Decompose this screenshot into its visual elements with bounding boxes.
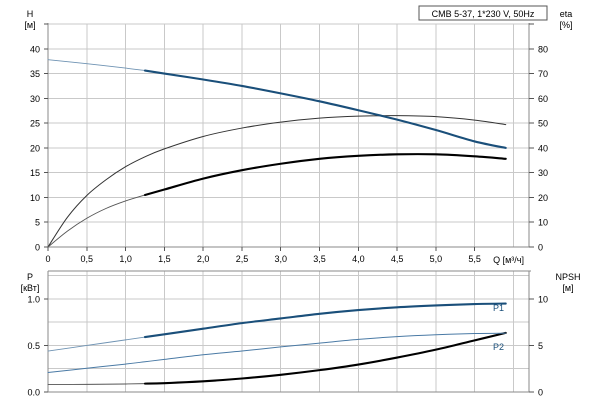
upper-left-tick-label: 5	[35, 218, 40, 228]
lower-left-axis-unit: [кВт]	[21, 283, 40, 293]
upper-left-tick-label: 20	[30, 143, 40, 153]
x-axis-title: Q [м³/ч]	[493, 255, 524, 265]
chart-title: CMB 5-37, 1*230 V, 50Hz	[432, 9, 535, 19]
upper-right-tick-label: 30	[538, 168, 548, 178]
x-axis-tick-label: 5,5	[468, 254, 481, 264]
p1-curve	[143, 302, 507, 339]
p1-curve-light	[47, 336, 146, 352]
x-axis-tick-label: 2,5	[236, 254, 249, 264]
lower-left-tick-label: 1.0	[27, 294, 40, 304]
upper-left-axis-unit: [м]	[24, 20, 35, 30]
upper-right-tick-label: 10	[538, 218, 548, 228]
x-axis-tick-label: 1,5	[158, 254, 171, 264]
p1-curve-label: P1	[493, 303, 504, 313]
upper-left-tick-label: 25	[30, 119, 40, 129]
eta-overall-curve	[143, 153, 507, 197]
lower-right-tick-label: 5	[538, 341, 543, 351]
upper-right-axis-title: eta	[560, 9, 573, 19]
p2-curve-label: P2	[493, 342, 504, 352]
upper-right-tick-label: 40	[538, 143, 548, 153]
lower-right-tick-label: 10	[538, 294, 548, 304]
p2-curve	[47, 332, 507, 373]
x-axis-tick-label: 0	[45, 254, 50, 264]
lower-right-axis-unit: [м]	[562, 283, 573, 293]
lower-right-axis-title: NPSH	[555, 272, 580, 282]
upper-right-tick-label: 60	[538, 94, 548, 104]
upper-right-tick-label: 0	[538, 243, 543, 253]
upper-left-tick-label: 15	[30, 168, 40, 178]
upper-right-tick-label: 50	[538, 119, 548, 129]
upper-right-tick-label: 80	[538, 44, 548, 54]
eta-overall-curve-light	[47, 194, 146, 248]
lower-left-axis-title: P	[27, 272, 33, 282]
x-axis-tick-label: 3,0	[274, 254, 287, 264]
upper-left-tick-label: 35	[30, 69, 40, 79]
x-axis-tick-label: 2,0	[197, 254, 210, 264]
x-axis-tick-label: 4,0	[352, 254, 365, 264]
upper-right-axis-unit: [%]	[559, 20, 572, 30]
lower-right-tick-label: 0	[538, 388, 543, 398]
x-axis-tick-label: 4,5	[391, 254, 404, 264]
lower-left-tick-label: 0.0	[27, 388, 40, 398]
head-curve	[143, 69, 507, 149]
npsh-curve	[143, 331, 507, 385]
upper-right-tick-label: 20	[538, 193, 548, 203]
chart-title-box	[418, 5, 548, 21]
upper-left-tick-label: 30	[30, 94, 40, 104]
eta-pump-curve	[47, 115, 507, 248]
x-axis-tick-label: 0,5	[81, 254, 94, 264]
upper-left-tick-label: 10	[30, 193, 40, 203]
upper-right-tick-label: 70	[538, 69, 548, 79]
x-axis-tick-label: 3,5	[313, 254, 326, 264]
lower-left-tick-label: 0.5	[27, 341, 40, 351]
upper-left-tick-label: 0	[35, 243, 40, 253]
x-axis-tick-label: 5,0	[430, 254, 443, 264]
upper-left-axis-title: H	[27, 9, 34, 19]
upper-left-tick-label: 40	[30, 44, 40, 54]
head-curve-light	[47, 59, 146, 72]
x-axis-tick-label: 1,0	[119, 254, 132, 264]
npsh-curve-light	[47, 383, 146, 385]
